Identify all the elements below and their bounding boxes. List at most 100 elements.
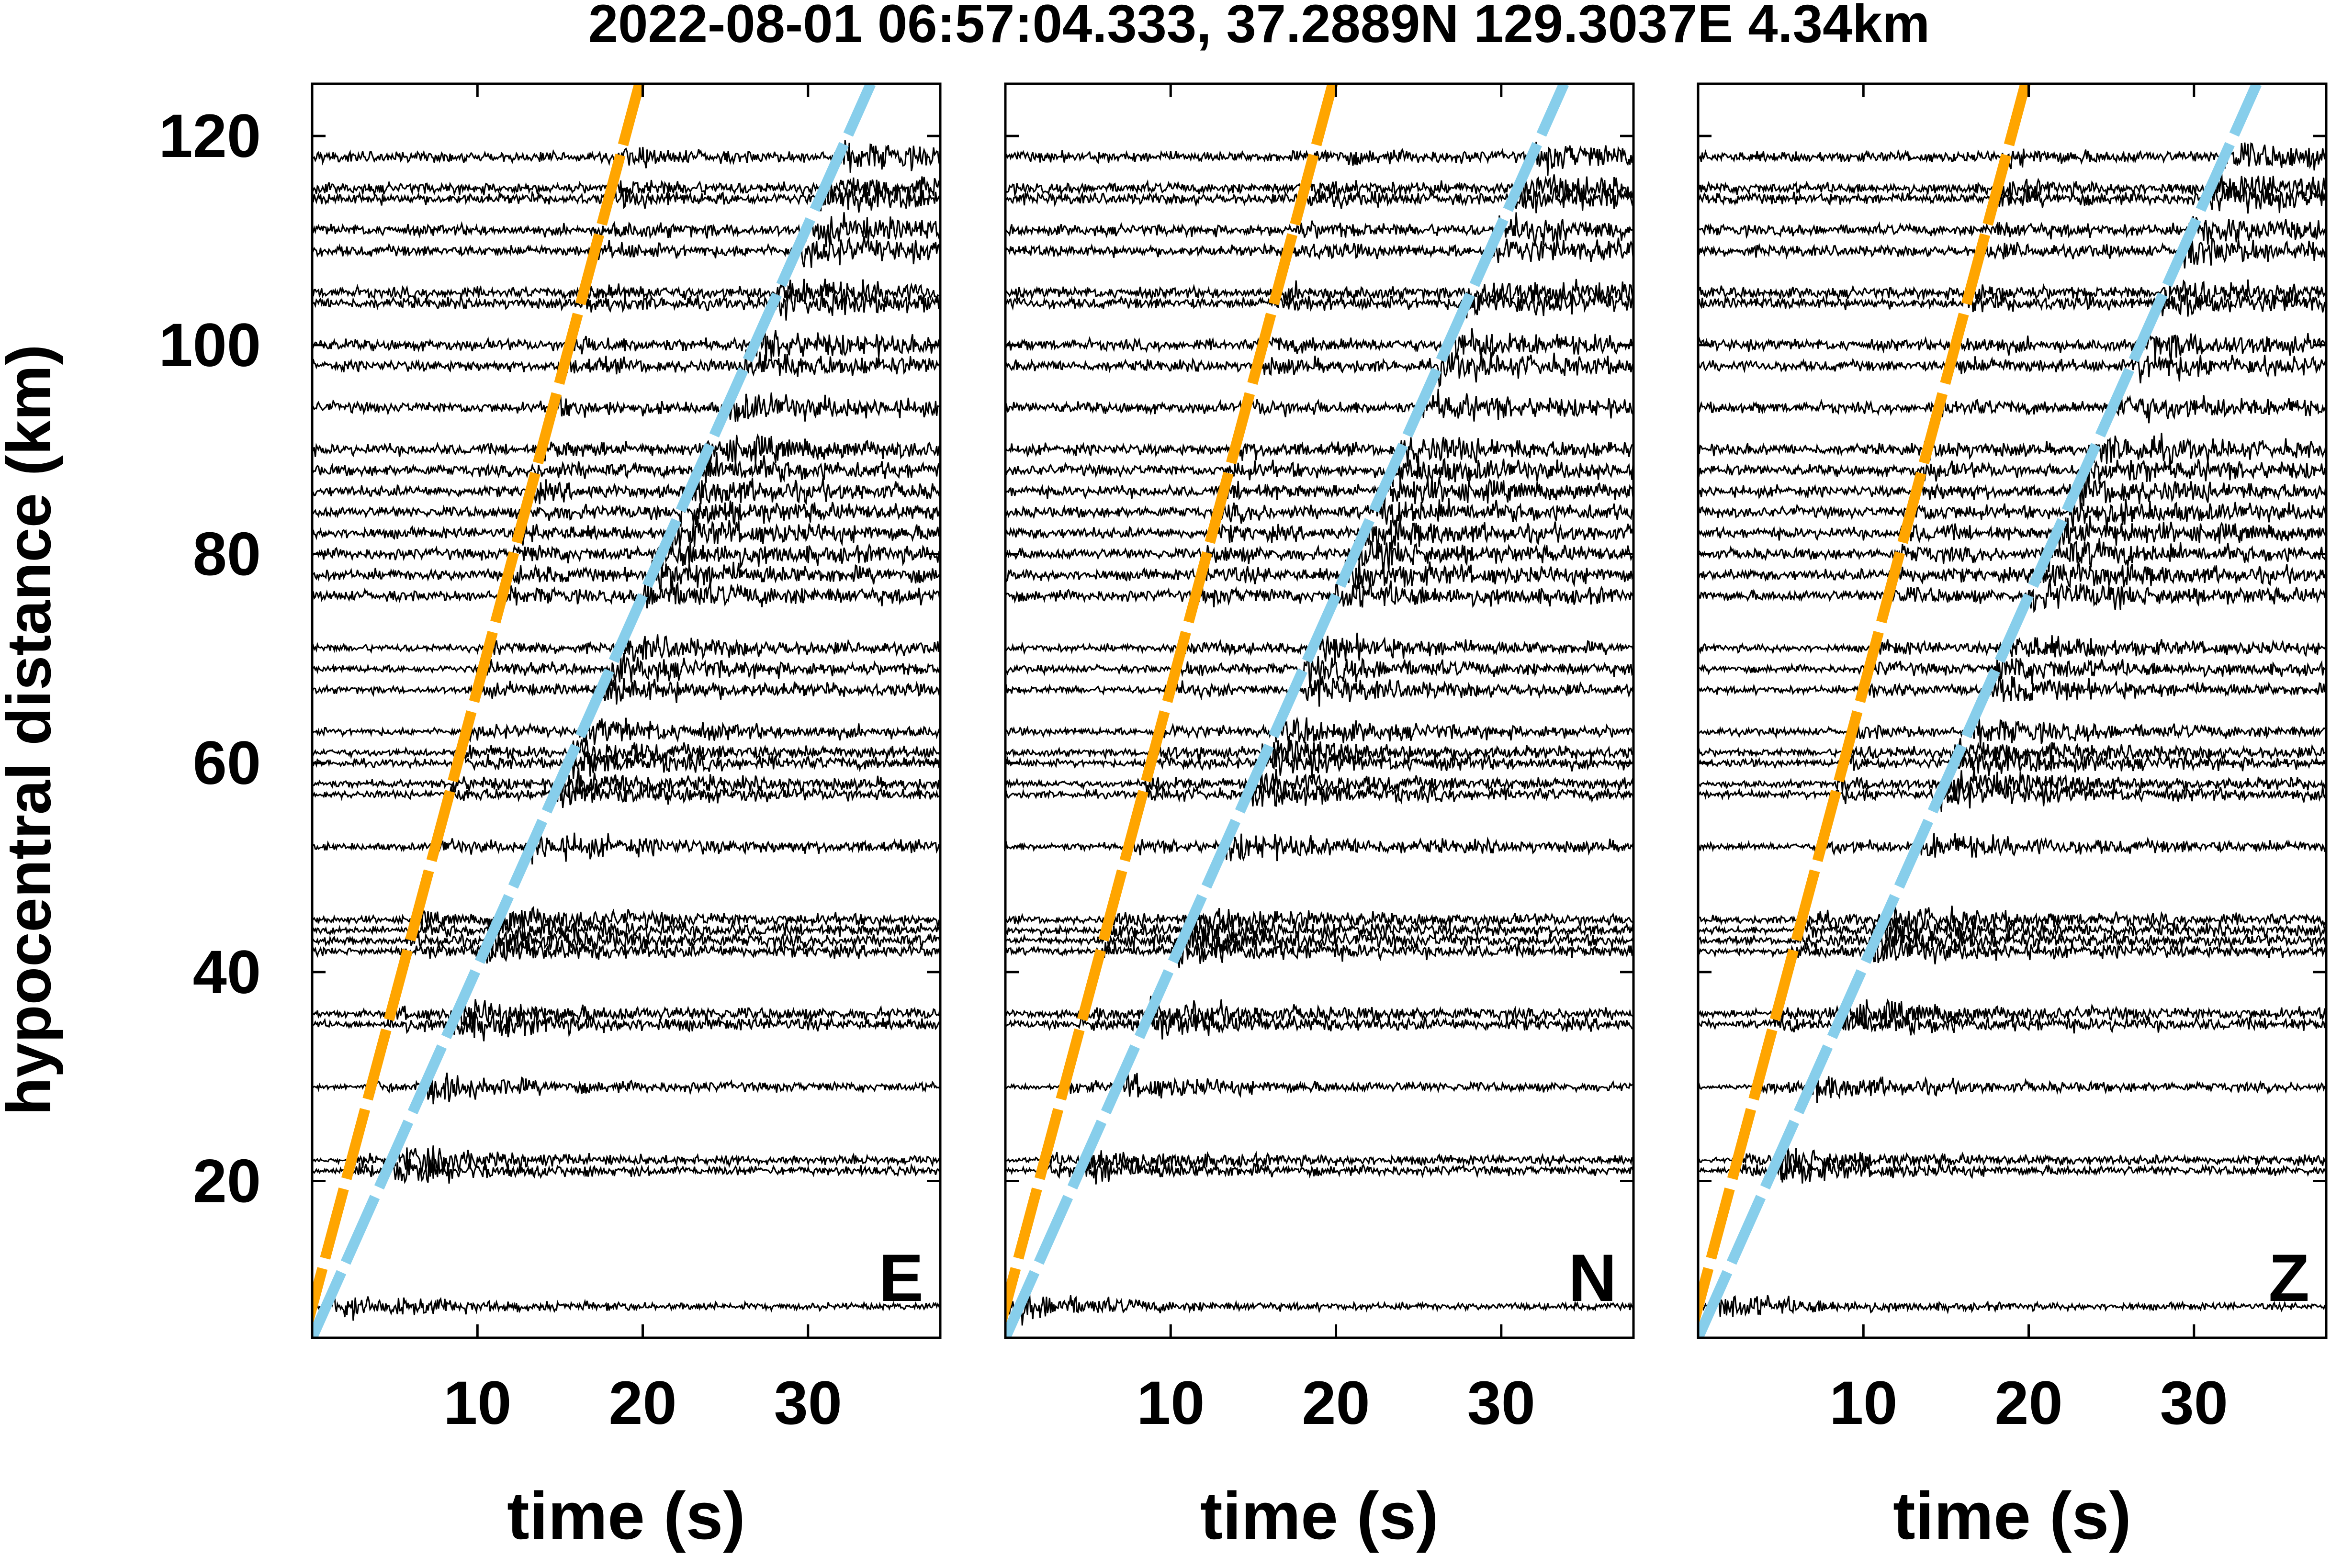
seismogram-trace bbox=[1698, 998, 2326, 1029]
y-tick-labels: 20 40 60 80 100 120 bbox=[158, 102, 261, 1215]
seismogram-trace bbox=[312, 1145, 940, 1173]
seismogram-trace bbox=[312, 498, 940, 527]
seismogram-trace bbox=[1698, 471, 2326, 510]
seismogram-trace bbox=[1005, 559, 1633, 590]
seismogram-trace bbox=[1698, 538, 2326, 572]
seismogram-trace bbox=[312, 750, 940, 779]
seismogram-trace bbox=[1698, 279, 2326, 309]
x-tick-label: 10 bbox=[1137, 1369, 1205, 1437]
seismogram-trace bbox=[1698, 1005, 2326, 1036]
panel-frame bbox=[1697, 82, 2328, 1339]
seismogram-trace bbox=[312, 739, 940, 767]
seismogram-trace bbox=[312, 179, 940, 213]
p-wave-moveout-line bbox=[312, 84, 645, 1328]
seismogram-trace bbox=[1005, 675, 1633, 707]
seismogram-trace bbox=[312, 634, 940, 662]
x-tick-label: 20 bbox=[608, 1369, 676, 1437]
seismogram-trace bbox=[312, 349, 940, 377]
y-tick-label: 40 bbox=[193, 938, 261, 1007]
seismogram-trace bbox=[1698, 394, 2326, 424]
seismogram-trace bbox=[1698, 635, 2326, 658]
seismogram-trace bbox=[1698, 1075, 2326, 1103]
seismogram-trace bbox=[1698, 216, 2326, 245]
seismogram-trace bbox=[1005, 328, 1633, 358]
p-wave-moveout-line bbox=[1005, 84, 1338, 1328]
seismogram-trace bbox=[1005, 351, 1633, 388]
y-tick-label: 120 bbox=[158, 102, 261, 170]
seismogram-trace bbox=[312, 279, 940, 305]
seismogram-trace bbox=[1698, 515, 2326, 547]
seismogram-trace bbox=[1698, 433, 2326, 465]
seismogram-trace bbox=[1005, 236, 1633, 263]
seismogram-trace bbox=[1698, 924, 2326, 951]
seismogram-trace bbox=[1698, 333, 2326, 364]
seismogram-trace bbox=[1005, 711, 1633, 744]
seismogram-trace bbox=[312, 233, 940, 268]
seismogram-trace bbox=[1005, 1158, 1633, 1185]
s-wave-moveout-line bbox=[1698, 84, 2262, 1338]
seismogram-trace bbox=[1005, 654, 1633, 687]
seismogram-trace bbox=[312, 717, 940, 746]
seismogram-trace bbox=[1005, 174, 1633, 201]
panel-frame bbox=[311, 82, 942, 1339]
y-tick-label: 60 bbox=[193, 729, 261, 797]
seismogram-trace bbox=[1698, 287, 2326, 317]
x-tick-label: 10 bbox=[1829, 1369, 1897, 1437]
seismogram-trace bbox=[1698, 236, 2326, 269]
seismogram-trace bbox=[1005, 437, 1633, 467]
seismogram-trace bbox=[312, 286, 940, 321]
seismogram-trace bbox=[312, 934, 940, 964]
seismogram-trace bbox=[1698, 1156, 2326, 1184]
seismogram-trace bbox=[1698, 561, 2326, 588]
seismogram-trace bbox=[312, 999, 940, 1029]
seismogram-trace bbox=[1005, 288, 1633, 319]
seismogram-trace bbox=[1005, 736, 1633, 767]
plot-area bbox=[312, 84, 940, 1338]
x-tick-label: 20 bbox=[1994, 1369, 2062, 1437]
seismogram-trace bbox=[1698, 676, 2326, 702]
seismogram-trace bbox=[1698, 579, 2326, 614]
seismogram-trace bbox=[1005, 389, 1633, 422]
seismogram-trace bbox=[1698, 738, 2326, 766]
seismogram-trace bbox=[1005, 279, 1633, 307]
x-axis-label: time (s) bbox=[507, 1478, 745, 1553]
seismogram-trace bbox=[1005, 996, 1633, 1030]
seismogram-trace bbox=[1005, 766, 1633, 798]
seismogram-trace bbox=[1698, 1295, 2326, 1317]
x-axis-label: time (s) bbox=[1893, 1478, 2131, 1553]
seismogram-trace bbox=[1698, 936, 2326, 964]
seismogram-trace bbox=[312, 1156, 940, 1185]
x-tick-label: 30 bbox=[2160, 1369, 2228, 1437]
y-tick-label: 20 bbox=[193, 1147, 261, 1216]
panel-z: 10 20 30 time (s) Z bbox=[1697, 82, 2328, 1553]
seismogram-trace bbox=[312, 173, 940, 205]
seismogram-trace bbox=[312, 452, 940, 483]
seismogram-trace bbox=[312, 1292, 940, 1321]
seismogram-trace bbox=[312, 779, 940, 808]
x-axis-label: time (s) bbox=[1200, 1478, 1439, 1553]
seismogram-trace bbox=[312, 478, 940, 505]
x-tick-label: 10 bbox=[443, 1369, 511, 1437]
seismogram-trace bbox=[1698, 716, 2326, 747]
component-label: E bbox=[879, 1240, 923, 1315]
seismogram-trace bbox=[312, 541, 940, 569]
y-tick-label: 80 bbox=[193, 520, 261, 589]
seismogram-trace bbox=[1698, 833, 2326, 858]
seismogram-trace bbox=[1005, 1012, 1633, 1040]
seismogram-trace bbox=[1005, 926, 1633, 954]
plot-area bbox=[1005, 84, 1633, 1338]
component-label: Z bbox=[2268, 1240, 2309, 1315]
s-wave-moveout-line bbox=[312, 84, 876, 1338]
seismogram-trace bbox=[312, 653, 940, 686]
chart-title: 2022-08-01 06:57:04.333, 37.2889N 129.30… bbox=[588, 0, 1930, 54]
seismogram-trace bbox=[312, 767, 940, 798]
component-label: N bbox=[1568, 1240, 1617, 1315]
panels: 10 20 30 time (s) E 10 20 30 time (s) N 10 20 30 time… bbox=[311, 82, 2328, 1553]
seismogram-trace bbox=[1005, 1147, 1633, 1174]
seismogram-trace bbox=[1698, 499, 2326, 530]
seismogram-trace bbox=[1698, 355, 2326, 384]
seismogram-trace bbox=[1005, 1071, 1633, 1098]
plot-area bbox=[1698, 84, 2326, 1338]
